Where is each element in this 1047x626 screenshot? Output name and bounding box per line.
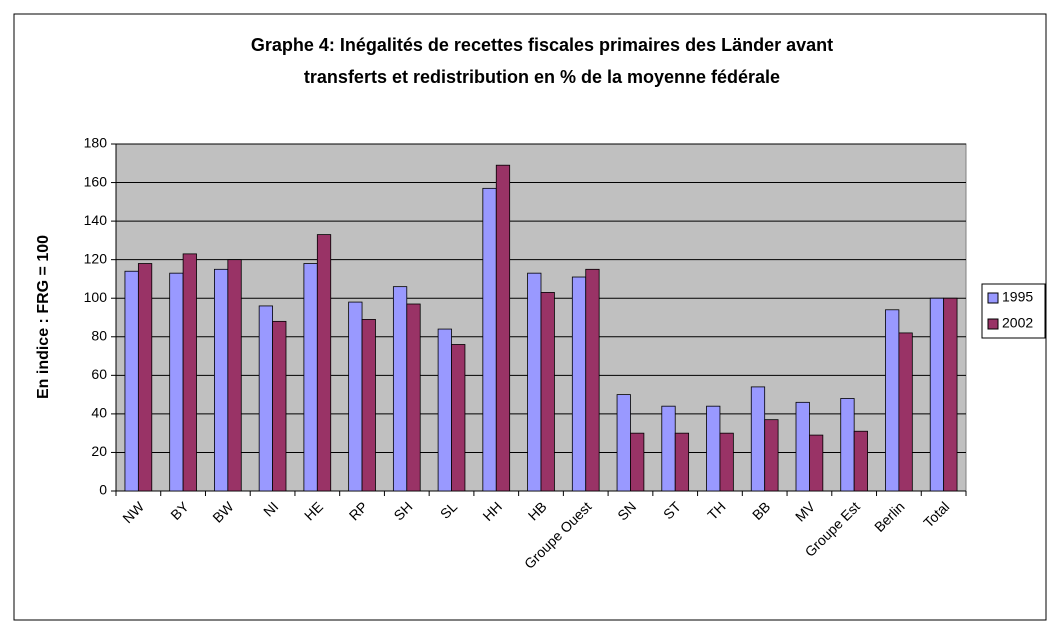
bar	[540, 292, 555, 492]
bar	[272, 320, 287, 492]
bar	[169, 272, 184, 492]
bar	[124, 270, 139, 492]
bar	[361, 319, 376, 492]
chart-title: transferts et redistribution en % de la …	[304, 67, 780, 87]
y-tick-label: 160	[84, 173, 108, 189]
bar	[316, 234, 332, 492]
bar	[929, 297, 945, 492]
bar	[706, 405, 721, 492]
bar	[527, 272, 542, 492]
bar	[182, 253, 197, 492]
chart-title: Graphe 4: Inégalités de recettes fiscale…	[251, 35, 833, 55]
y-tick-label: 80	[91, 327, 107, 343]
y-tick-label: 180	[84, 135, 108, 151]
bar	[898, 332, 913, 492]
bar	[258, 305, 273, 492]
bar	[853, 430, 868, 492]
bar	[719, 432, 734, 492]
bar	[437, 328, 452, 492]
bar	[392, 286, 408, 492]
bar	[214, 268, 229, 492]
bar	[616, 394, 631, 492]
bar	[809, 434, 824, 492]
bar	[795, 401, 810, 492]
bar	[303, 263, 318, 492]
y-tick-label: 60	[91, 366, 107, 382]
bar	[585, 268, 600, 492]
bar	[348, 301, 363, 492]
bar	[571, 276, 587, 492]
bar	[630, 432, 645, 492]
bar	[885, 309, 900, 492]
bar	[406, 303, 421, 492]
bar	[661, 405, 676, 492]
y-tick-label: 100	[84, 289, 108, 305]
y-axis-label: En indice : FRG = 100	[35, 235, 52, 399]
bar	[137, 263, 153, 492]
legend-label: 2002	[1002, 315, 1033, 331]
bar	[482, 187, 497, 492]
y-tick-label: 0	[99, 482, 107, 498]
legend-label: 1995	[1002, 289, 1033, 305]
y-tick-label: 40	[91, 405, 107, 421]
y-tick-label: 120	[84, 250, 108, 266]
bar	[227, 259, 242, 492]
bar	[764, 419, 779, 492]
y-tick-label: 20	[91, 443, 107, 459]
y-tick-label: 140	[84, 212, 108, 228]
bar	[495, 164, 511, 492]
bar	[840, 398, 855, 492]
legend-swatch	[987, 292, 999, 304]
legend-swatch	[987, 318, 999, 330]
bar	[674, 432, 690, 492]
bar	[451, 344, 466, 492]
bar	[943, 297, 958, 492]
bar	[750, 386, 766, 492]
